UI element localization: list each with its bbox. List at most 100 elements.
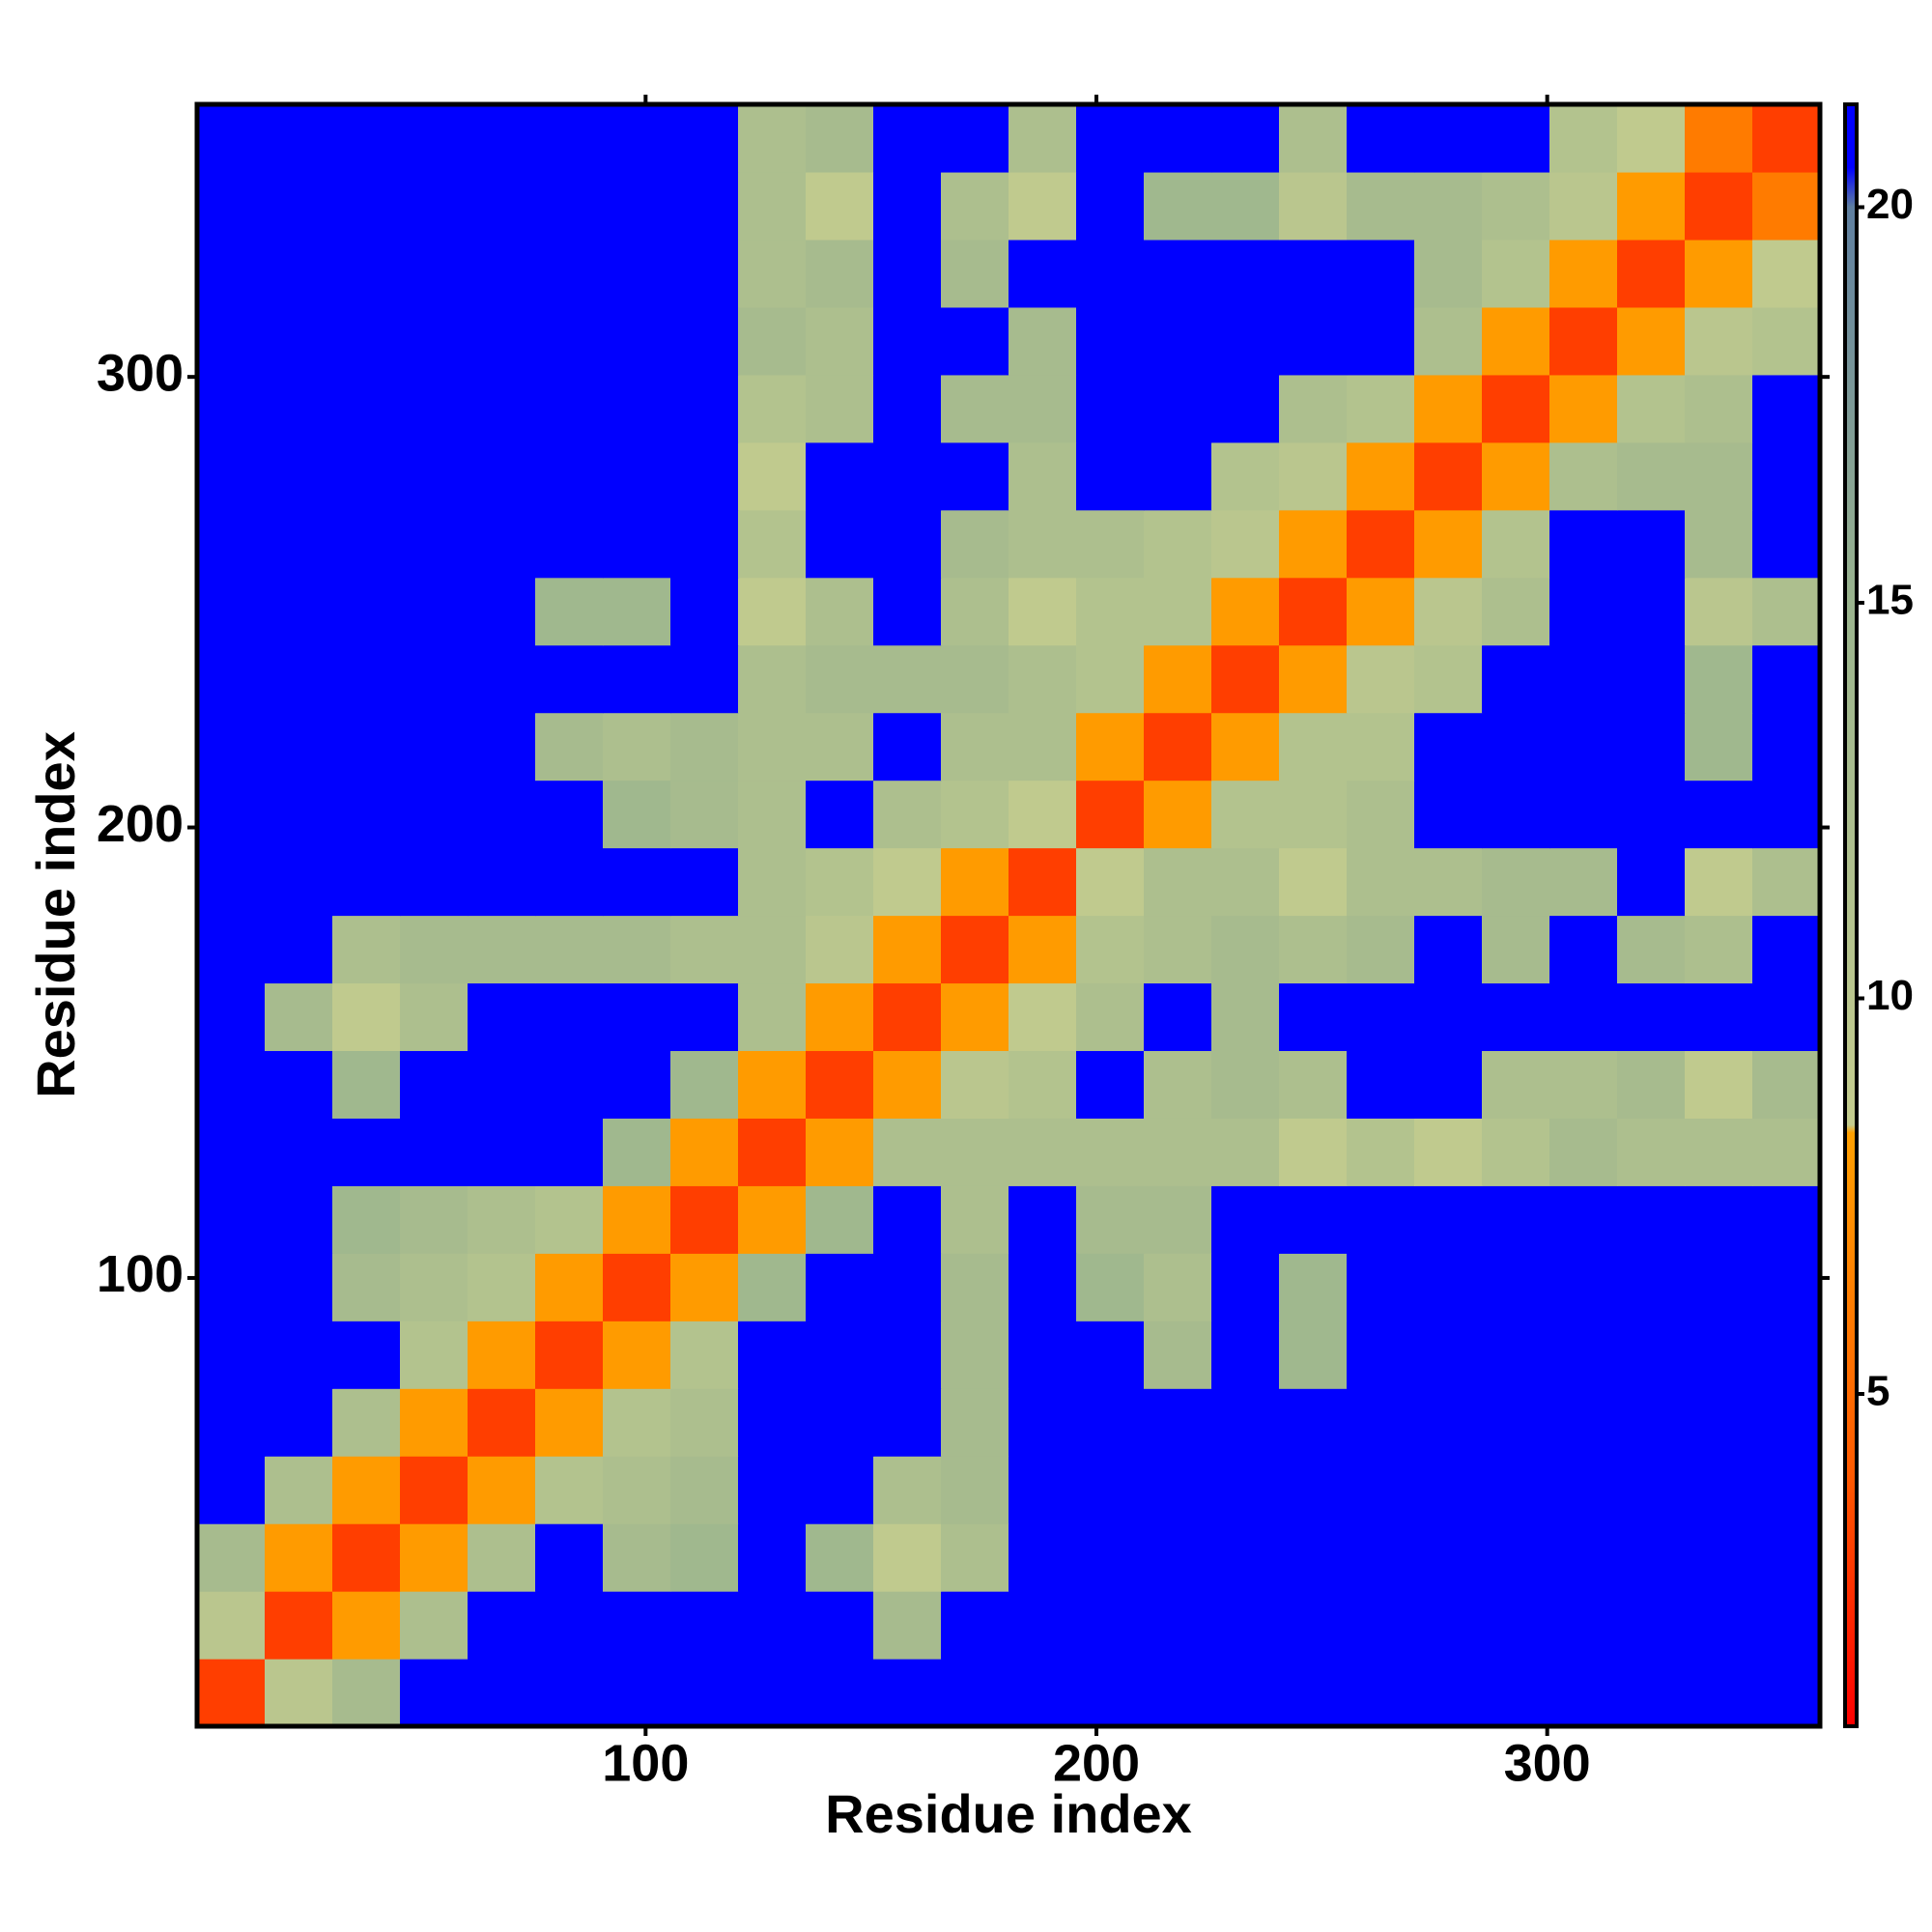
- heatmap-cell: [1752, 1456, 1821, 1524]
- heatmap-cell: [332, 577, 401, 646]
- heatmap-cell: [535, 1456, 604, 1524]
- heatmap-cell: [400, 712, 469, 781]
- heatmap-cell: [1211, 847, 1280, 917]
- heatmap-cell: [1482, 1118, 1550, 1186]
- heatmap-cell: [1617, 1659, 1686, 1727]
- heatmap-cell: [332, 1388, 401, 1457]
- heatmap-cell: [1144, 1523, 1212, 1592]
- heatmap-cell: [265, 104, 333, 173]
- heatmap-cell: [603, 239, 671, 308]
- heatmap-cell: [1076, 982, 1145, 1052]
- heatmap-cell: [1279, 104, 1348, 173]
- heatmap-cell: [1211, 1050, 1280, 1119]
- heatmap-cell: [603, 1253, 671, 1321]
- heatmap-cell: [1617, 1118, 1686, 1186]
- heatmap-cell: [873, 1253, 942, 1321]
- heatmap-cell: [603, 509, 671, 579]
- heatmap-cell: [535, 847, 604, 917]
- heatmap-cell: [1076, 1388, 1145, 1457]
- heatmap-cell: [1279, 1456, 1348, 1524]
- heatmap-cell: [265, 1118, 333, 1186]
- heatmap-cell: [332, 441, 401, 511]
- heatmap-cell: [1347, 1185, 1415, 1254]
- heatmap-cell: [670, 239, 739, 308]
- heatmap-cell: [1144, 644, 1212, 714]
- heatmap-cell: [603, 982, 671, 1052]
- heatmap-cell: [535, 509, 604, 579]
- heatmap-cell: [468, 441, 536, 511]
- heatmap-cell: [1617, 509, 1686, 579]
- heatmap-cell: [1685, 1523, 1753, 1592]
- heatmap-cell: [1347, 1321, 1415, 1389]
- heatmap-cell: [941, 239, 1009, 308]
- heatmap-cell: [941, 1050, 1009, 1119]
- heatmap-cell: [670, 1050, 739, 1119]
- heatmap-cell: [1076, 1050, 1145, 1119]
- heatmap-cell: [603, 780, 671, 849]
- heatmap-cell: [941, 509, 1009, 579]
- heatmap-cell: [535, 577, 604, 646]
- heatmap-cell: [1549, 982, 1618, 1052]
- heatmap-cell: [1617, 171, 1686, 241]
- heatmap-cell: [670, 509, 739, 579]
- heatmap-cell: [332, 1253, 401, 1321]
- heatmap-cell: [873, 1659, 942, 1727]
- heatmap-cell: [265, 1591, 333, 1660]
- heatmap-cell: [468, 1050, 536, 1119]
- heatmap-cell: [332, 306, 401, 376]
- heatmap-cell: [806, 780, 874, 849]
- heatmap-cell: [1482, 1591, 1550, 1660]
- heatmap-cell: [332, 1118, 401, 1186]
- heatmap-cell: [873, 915, 942, 984]
- heatmap-cell: [1076, 712, 1145, 781]
- heatmap-cell: [1549, 1591, 1618, 1660]
- heatmap-cell: [1549, 780, 1618, 849]
- heatmap-cell: [603, 644, 671, 714]
- heatmap-cell: [197, 644, 266, 714]
- colorbar-tick-label: 5: [1866, 1368, 1889, 1415]
- heatmap-cell: [1685, 441, 1753, 511]
- heatmap-cell: [535, 1253, 604, 1321]
- heatmap-cell: [873, 239, 942, 308]
- heatmap-cell: [873, 1118, 942, 1186]
- heatmap-cell: [1009, 1321, 1077, 1389]
- heatmap-cell: [1009, 374, 1077, 443]
- heatmap-cell: [670, 374, 739, 443]
- heatmap-cell: [1549, 306, 1618, 376]
- heatmap-cell: [941, 780, 1009, 849]
- heatmap-cell: [873, 171, 942, 241]
- heatmap-cell: [806, 104, 874, 173]
- heatmap-cell: [197, 239, 266, 308]
- heatmap-cell: [1009, 780, 1077, 849]
- heatmap-cell: [468, 1185, 536, 1254]
- x-tick-label: 100: [602, 1734, 689, 1792]
- heatmap-cell: [738, 374, 807, 443]
- heatmap-cell: [941, 1185, 1009, 1254]
- heatmap-cell: [1076, 1523, 1145, 1592]
- heatmap-cell: [1414, 577, 1483, 646]
- heatmap-cell: [1009, 104, 1077, 173]
- heatmap-cell: [1076, 577, 1145, 646]
- heatmap-cell: [1752, 780, 1821, 849]
- heatmap-cell: [1347, 171, 1415, 241]
- heatmap-cell: [1617, 644, 1686, 714]
- heatmap-cell: [468, 509, 536, 579]
- colorbar-tick-label: 20: [1866, 181, 1914, 228]
- heatmap-cell: [1211, 374, 1280, 443]
- heatmap-cell: [1009, 1388, 1077, 1457]
- heatmap-cell: [468, 1659, 536, 1727]
- heatmap-cell: [265, 915, 333, 984]
- heatmap-cell: [1617, 1523, 1686, 1592]
- heatmap-cell: [603, 171, 671, 241]
- heatmap-cell: [1211, 171, 1280, 241]
- heatmap-cell: [197, 712, 266, 781]
- heatmap-cell: [1549, 1659, 1618, 1727]
- heatmap-cell: [1144, 847, 1212, 917]
- heatmap-cell: [941, 1456, 1009, 1524]
- heatmap-cell: [1009, 441, 1077, 511]
- heatmap-cell: [603, 1321, 671, 1389]
- heatmap-cell: [1076, 847, 1145, 917]
- heatmap-cell: [1617, 712, 1686, 781]
- heatmap-cell: [400, 1456, 469, 1524]
